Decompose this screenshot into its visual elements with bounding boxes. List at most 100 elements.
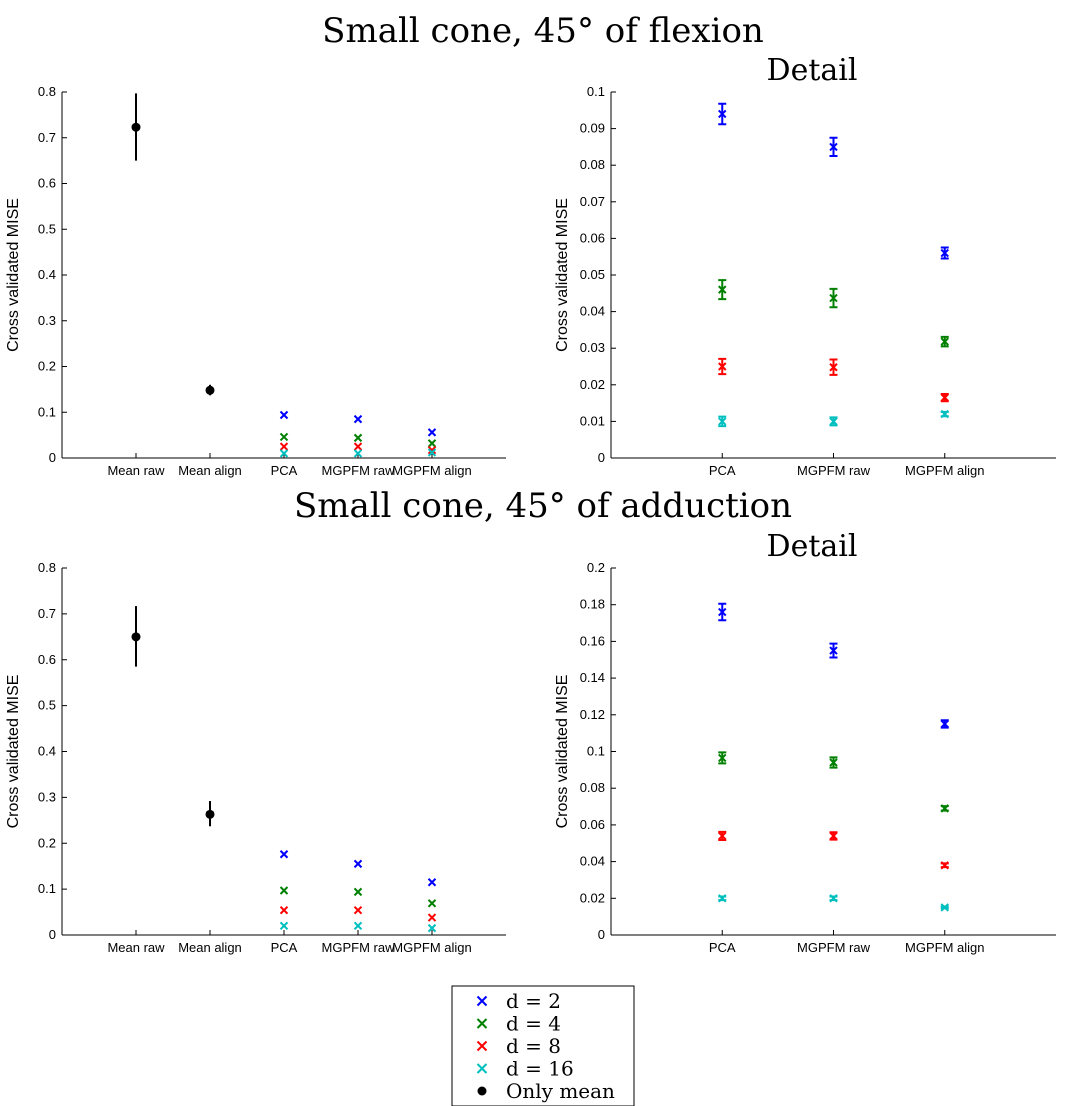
y-tick-label: 0.7 <box>38 606 56 621</box>
y-tick-label: 0.1 <box>587 84 605 99</box>
point-d2 <box>427 428 437 437</box>
y-axis-label: Cross validated MISE <box>554 675 571 829</box>
x-tick-label: MGPFM raw <box>797 463 871 478</box>
point-d8 <box>940 393 949 402</box>
point-d2 <box>718 607 727 617</box>
point-d2 <box>829 142 838 152</box>
y-tick-label: 0.6 <box>38 176 56 191</box>
y-tick-label: 0.4 <box>38 267 56 282</box>
y-tick-label: 0.6 <box>38 652 56 667</box>
point-d4 <box>353 433 363 443</box>
row-title-adduction: Small cone, 45° of adduction <box>294 486 792 526</box>
y-axis-label: Cross validated MISE <box>5 675 22 829</box>
y-tick-label: 0.8 <box>38 84 56 99</box>
y-tick-label: 0.02 <box>580 377 605 392</box>
x-tick-label: PCA <box>709 463 736 478</box>
point-d2 <box>353 414 363 424</box>
point-d8 <box>279 442 289 451</box>
y-tick-label: 0.2 <box>38 359 56 374</box>
point-d16 <box>829 417 838 426</box>
point-d8 <box>940 861 949 870</box>
point-d16 <box>353 921 363 931</box>
point-d4 <box>940 804 949 813</box>
point-d8 <box>353 906 363 915</box>
point-d4 <box>353 887 363 897</box>
point-d16 <box>718 894 727 903</box>
point-d16 <box>353 449 363 458</box>
mean-point <box>131 122 141 132</box>
x-tick-label: Mean raw <box>107 940 165 955</box>
y-tick-label: 0.12 <box>580 707 605 722</box>
point-d8 <box>427 913 437 922</box>
x-tick-label: MGPFM align <box>905 940 984 955</box>
point-d4 <box>940 337 949 346</box>
point-d8 <box>718 831 727 841</box>
x-tick-label: MGPFM align <box>392 463 471 478</box>
y-tick-label: 0.1 <box>38 881 56 896</box>
point-d2 <box>829 646 838 655</box>
point-d8 <box>353 442 363 451</box>
point-d4 <box>718 753 727 763</box>
legend-label: d = 16 <box>506 1057 574 1081</box>
point-d16 <box>718 417 727 426</box>
y-tick-label: 0.7 <box>38 130 56 145</box>
x-tick-label: Mean align <box>178 463 242 478</box>
y-tick-label: 0 <box>49 450 56 465</box>
point-d2 <box>279 410 289 420</box>
y-tick-label: 0.8 <box>38 560 56 575</box>
y-tick-label: 0.09 <box>580 121 605 136</box>
x-tick-label: MGPFM raw <box>322 940 396 955</box>
panel-2: 0 0.1 0.2 0.3 0.4 0.5 0.6 0.7 0.8 Mean raw Mean al… <box>5 560 506 955</box>
point-d16 <box>940 903 949 912</box>
x-tick-label: PCA <box>271 940 298 955</box>
legend-marker <box>476 1063 488 1074</box>
y-tick-label: 0 <box>49 927 56 942</box>
x-tick-label: MGPFM align <box>392 940 471 955</box>
y-tick-label: 0.2 <box>38 835 56 850</box>
y-tick-label: 0.1 <box>38 404 56 419</box>
legend-marker <box>476 1040 488 1052</box>
point-d4 <box>427 439 437 448</box>
y-tick-label: 0.06 <box>580 817 605 832</box>
y-tick-label: 0.5 <box>38 698 56 713</box>
y-tick-label: 0.18 <box>580 597 605 612</box>
point-d16 <box>279 449 289 458</box>
point-d2 <box>940 248 949 258</box>
point-d16 <box>829 894 838 903</box>
y-tick-label: 0.14 <box>580 670 605 685</box>
panel-0: 0 0.1 0.2 0.3 0.4 0.5 0.6 0.7 0.8 Mean raw Mean al… <box>5 84 506 478</box>
legend-marker <box>476 1018 488 1029</box>
x-tick-label: MGPFM align <box>905 463 984 478</box>
y-tick-label: 0.08 <box>580 780 605 795</box>
point-d8 <box>829 831 838 841</box>
y-tick-label: 0.3 <box>38 789 56 804</box>
y-tick-label: 0.1 <box>587 744 605 759</box>
y-tick-label: 0.06 <box>580 230 605 245</box>
y-tick-label: 0.16 <box>580 633 605 648</box>
x-tick-label: Mean raw <box>107 463 165 478</box>
y-tick-label: 0 <box>598 927 605 942</box>
y-tick-label: 0.3 <box>38 313 56 328</box>
legend-marker <box>476 995 488 1007</box>
x-tick-label: PCA <box>271 463 298 478</box>
y-tick-label: 0 <box>598 450 605 465</box>
y-axis-label: Cross validated MISE <box>5 198 22 352</box>
y-tick-label: 0.02 <box>580 890 605 905</box>
point-d8 <box>829 363 838 372</box>
row-title-flexion: Small cone, 45° of flexion <box>322 11 764 51</box>
detail-title-flexion: Detail <box>767 53 858 88</box>
point-d16 <box>279 921 289 931</box>
point-d8 <box>279 906 289 915</box>
y-tick-label: 0.08 <box>580 157 605 172</box>
point-d16 <box>427 448 437 457</box>
y-tick-label: 0.05 <box>580 267 605 282</box>
x-tick-label: MGPFM raw <box>797 940 871 955</box>
point-d2 <box>353 859 363 869</box>
point-d2 <box>718 109 727 119</box>
y-tick-label: 0.07 <box>580 194 605 209</box>
y-tick-label: 0.4 <box>38 744 56 759</box>
mean-point <box>205 385 215 395</box>
y-tick-label: 0.04 <box>580 304 605 319</box>
legend-label: d = 8 <box>506 1034 561 1058</box>
